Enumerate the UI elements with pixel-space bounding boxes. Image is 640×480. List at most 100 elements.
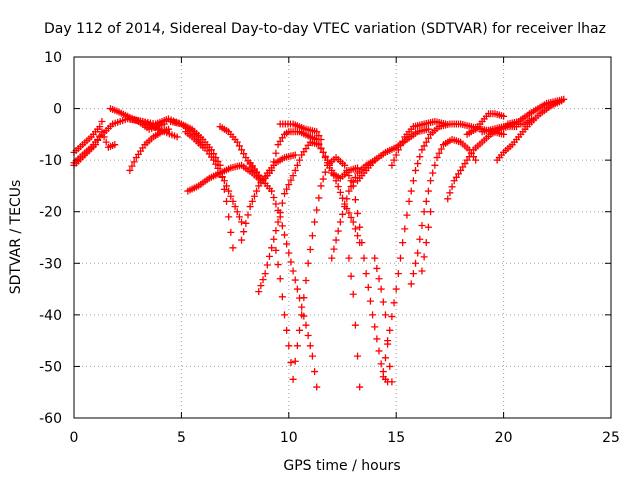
data-point bbox=[349, 178, 357, 186]
data-point bbox=[210, 156, 218, 164]
series-arc-03 bbox=[70, 128, 119, 169]
data-point bbox=[332, 177, 340, 185]
data-point bbox=[442, 120, 450, 128]
data-point bbox=[347, 214, 355, 222]
data-point bbox=[328, 254, 336, 262]
data-point bbox=[244, 211, 252, 219]
data-point bbox=[313, 206, 321, 214]
data-point bbox=[259, 276, 267, 284]
data-point bbox=[409, 177, 417, 185]
data-point bbox=[379, 368, 387, 376]
data-point bbox=[427, 208, 435, 216]
data-point bbox=[371, 323, 379, 331]
data-point bbox=[405, 197, 413, 205]
data-point bbox=[373, 335, 381, 343]
chart-title: Day 112 of 2014, Sidereal Day-to-day VTE… bbox=[44, 21, 606, 37]
y-tick-label: -30 bbox=[39, 256, 62, 272]
data-point bbox=[298, 311, 306, 319]
data-point bbox=[399, 137, 407, 145]
data-point bbox=[424, 187, 432, 195]
x-tick-label: 5 bbox=[177, 430, 186, 446]
data-point bbox=[388, 378, 396, 386]
data-point bbox=[298, 303, 306, 311]
series-arc-05 bbox=[126, 125, 173, 174]
x-tick-label: 15 bbox=[387, 430, 405, 446]
data-point bbox=[91, 141, 99, 149]
data-point bbox=[287, 258, 295, 266]
data-point bbox=[349, 218, 357, 226]
data-point bbox=[347, 183, 355, 191]
series-arc-19 bbox=[371, 254, 396, 386]
data-point bbox=[302, 321, 310, 329]
data-point bbox=[429, 169, 437, 177]
data-point bbox=[238, 146, 246, 154]
data-point bbox=[173, 133, 181, 141]
data-point bbox=[233, 208, 241, 216]
data-point bbox=[287, 176, 295, 184]
data-point bbox=[319, 175, 327, 183]
data-point bbox=[407, 187, 415, 195]
data-point bbox=[276, 209, 284, 217]
y-tick-label: 0 bbox=[53, 102, 62, 118]
series-arc-08 bbox=[182, 128, 207, 151]
data-point bbox=[343, 166, 351, 174]
data-point bbox=[313, 383, 321, 391]
data-point bbox=[401, 225, 409, 233]
data-point bbox=[339, 210, 346, 218]
data-point bbox=[392, 151, 400, 159]
data-point bbox=[444, 195, 452, 203]
data-point bbox=[278, 199, 286, 207]
data-point bbox=[238, 236, 246, 244]
data-point bbox=[354, 352, 362, 360]
data-point bbox=[268, 187, 276, 195]
data-point bbox=[336, 218, 344, 226]
data-point bbox=[102, 138, 110, 146]
data-point bbox=[130, 158, 138, 166]
series-arc-21 bbox=[379, 120, 508, 376]
data-point bbox=[278, 222, 286, 230]
series-arc-01 bbox=[70, 117, 106, 156]
data-point bbox=[351, 196, 359, 204]
series-arc-18 bbox=[345, 254, 364, 391]
data-point bbox=[225, 213, 233, 221]
data-point bbox=[416, 235, 424, 243]
data-point bbox=[94, 136, 102, 144]
data-point bbox=[291, 166, 299, 174]
data-point bbox=[345, 172, 353, 180]
data-point bbox=[291, 357, 299, 365]
data-point bbox=[283, 326, 291, 334]
data-point bbox=[242, 219, 250, 227]
data-point bbox=[394, 270, 402, 278]
series-arc-15 bbox=[276, 120, 325, 144]
data-point bbox=[396, 254, 404, 262]
data-point bbox=[199, 143, 207, 151]
data-point bbox=[418, 221, 426, 229]
series-arc-12 bbox=[246, 159, 321, 391]
series-arc-22 bbox=[388, 117, 450, 169]
data-point bbox=[278, 293, 286, 301]
data-point bbox=[289, 172, 297, 180]
series-arc-28 bbox=[493, 97, 566, 164]
data-point bbox=[308, 232, 316, 240]
data-point bbox=[225, 187, 233, 195]
data-point bbox=[296, 326, 304, 334]
data-point bbox=[255, 288, 263, 296]
data-point bbox=[422, 138, 430, 146]
series-arc-16 bbox=[291, 154, 392, 386]
data-point bbox=[362, 270, 370, 278]
data-point bbox=[343, 195, 351, 203]
data-point bbox=[317, 182, 325, 190]
series-arc-04 bbox=[107, 105, 168, 133]
data-point bbox=[308, 352, 316, 360]
data-point bbox=[238, 218, 246, 226]
data-point bbox=[253, 187, 261, 195]
data-point bbox=[390, 156, 398, 164]
data-point bbox=[317, 145, 325, 153]
data-point bbox=[285, 249, 293, 257]
data-point bbox=[289, 267, 297, 275]
data-point bbox=[336, 188, 344, 196]
data-point bbox=[431, 161, 439, 169]
data-point bbox=[435, 149, 443, 157]
data-point bbox=[321, 168, 329, 176]
data-point bbox=[366, 297, 374, 305]
